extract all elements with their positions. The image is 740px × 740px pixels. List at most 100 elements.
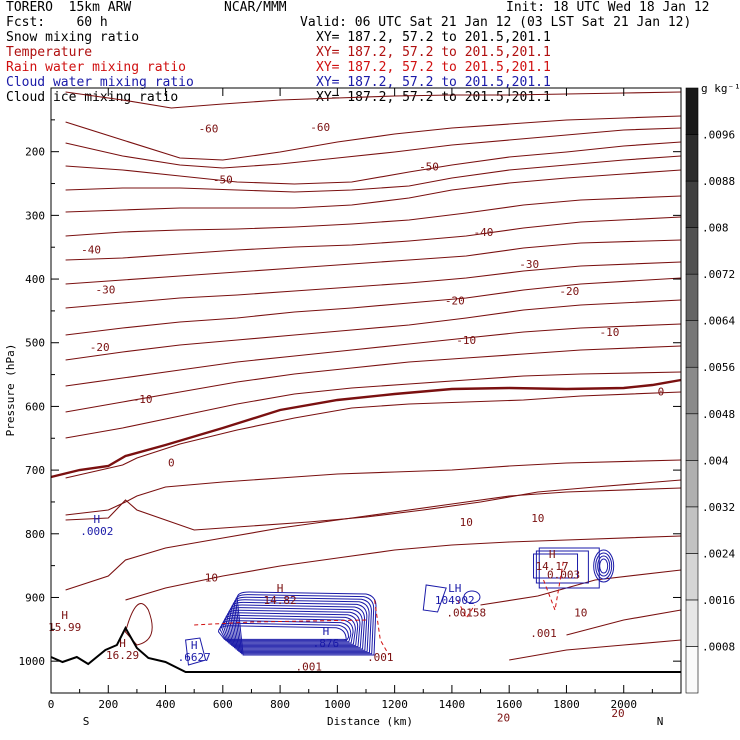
legend-label: Cloud water mixing ratio xyxy=(6,75,194,90)
cloud-water-contour xyxy=(185,637,207,666)
extremum-value: 104902 xyxy=(435,594,475,607)
extremum-value: 14.17 xyxy=(536,560,569,573)
isotherm-line xyxy=(566,609,682,636)
extremum-marker: LH xyxy=(448,582,461,595)
model-title: TORERO 15km ARW xyxy=(6,0,132,15)
isotherm-line xyxy=(65,345,682,413)
temperature-contour-label: 20 xyxy=(497,711,510,724)
colorbar-segment xyxy=(685,134,699,182)
extremum-marker: H xyxy=(94,513,101,526)
isotherm-line xyxy=(65,169,682,213)
colorbar-tick-label: .004 xyxy=(702,454,729,467)
cloud-water-contour xyxy=(599,558,609,574)
isotherm-line xyxy=(65,239,682,285)
colorbar-tick-label: .0072 xyxy=(702,268,735,281)
cloud-water-contour xyxy=(219,622,350,642)
org-title: NCAR/MMM xyxy=(224,0,287,15)
isotherm-line xyxy=(65,261,682,309)
cloud-water-contour xyxy=(538,547,600,589)
temperature-contour-label: -10 xyxy=(599,326,619,339)
cloud-water-contour xyxy=(595,552,613,580)
x-tick-label: 1400 xyxy=(439,698,466,711)
colorbar-tick-label: .0032 xyxy=(702,501,735,514)
extremum-marker: H xyxy=(277,582,284,595)
isotherm-line xyxy=(65,195,682,237)
cloud-water-contour xyxy=(218,625,347,641)
isotherm-line xyxy=(65,277,682,336)
cloud-water-contour xyxy=(422,584,447,613)
colorbar-tick-label: .0008 xyxy=(702,640,735,653)
y-tick-label: 200 xyxy=(25,146,45,159)
colorbar-tick-label: .0088 xyxy=(702,175,735,188)
colorbar-segment xyxy=(685,180,699,228)
colorbar-segment xyxy=(685,460,699,508)
x-tick-label: 1600 xyxy=(496,698,523,711)
x-tick-label: 600 xyxy=(213,698,233,711)
rain-water-contour xyxy=(543,559,565,612)
cloud-water-contour xyxy=(230,601,368,651)
colorbar-tick-label: .0064 xyxy=(702,315,735,328)
extremum-value: .001 xyxy=(295,661,322,674)
temperature-contour-label: 10 xyxy=(460,516,473,529)
extremum-value: 14.82 xyxy=(264,594,297,607)
legend-label: Snow mixing ratio xyxy=(6,30,140,45)
extremum-marker: H xyxy=(191,639,198,652)
temperature-contour-label: 10 xyxy=(531,512,544,525)
legend-xy: XY= 187.2, 57.2 to 201.5,201.1 xyxy=(316,30,551,45)
isotherm-line xyxy=(65,479,682,531)
colorbar-segment xyxy=(685,599,699,647)
isotherm-line xyxy=(65,391,682,479)
freezing-level-line xyxy=(50,378,682,479)
x-tick-label: 200 xyxy=(98,698,118,711)
y-tick-label: 600 xyxy=(25,400,45,413)
extremum-value: .001 xyxy=(530,627,557,640)
temperature-contour-label: -40 xyxy=(81,243,101,256)
cloud-water-contour xyxy=(225,612,359,646)
x-axis-label: Distance (km) xyxy=(327,715,413,728)
extremum-value: .0002 xyxy=(80,525,113,538)
extremum-value: .6627 xyxy=(178,651,211,664)
temperature-contour-label: -20 xyxy=(445,294,465,307)
isotherm-line xyxy=(65,127,682,169)
colorbar-tick-label: .0024 xyxy=(702,547,735,560)
cloud-water-contour xyxy=(593,549,615,583)
colorbar-segment xyxy=(685,646,699,694)
extremum-value: 16.29 xyxy=(106,649,139,662)
south-end-label: S xyxy=(83,715,90,728)
rain-water-contour xyxy=(374,599,390,656)
colorbar-segment xyxy=(685,413,699,461)
isotherm-line xyxy=(65,487,682,591)
y-tick-label: 300 xyxy=(25,209,45,222)
isotherm-line xyxy=(65,299,682,361)
rain-water-contour xyxy=(457,599,476,620)
cloud-water-contour xyxy=(229,604,366,650)
colorbar-tick-label: .0096 xyxy=(702,129,735,142)
colorbar-segment xyxy=(685,506,699,554)
colorbar-segment xyxy=(685,87,699,135)
cloud-water-contour xyxy=(233,596,372,654)
legend-xy: XY= 187.2, 57.2 to 201.5,201.1 xyxy=(316,45,551,60)
y-tick-label: 1000 xyxy=(19,655,46,668)
legend-xy: XY= 187.2, 57.2 to 201.5,201.1 xyxy=(316,60,551,75)
colorbar-unit: g kg⁻¹ xyxy=(701,82,740,95)
isotherm-line xyxy=(65,115,682,161)
isotherm-line xyxy=(65,459,682,516)
temperature-contour-label: -20 xyxy=(559,285,579,298)
x-tick-label: 800 xyxy=(270,698,290,711)
colorbar-segment xyxy=(685,273,699,321)
y-tick-label: 800 xyxy=(25,528,45,541)
cloud-water-contour xyxy=(235,594,375,655)
cloud-water-contour xyxy=(236,591,377,656)
cloud-water-contour xyxy=(463,590,481,604)
temperature-contour-label: -30 xyxy=(519,258,539,271)
y-axis-label: Pressure (hPa) xyxy=(4,344,17,437)
temperature-contour-label: 10 xyxy=(574,606,587,619)
rain-water-contour xyxy=(194,619,367,626)
temperature-contour-label: -40 xyxy=(473,226,493,239)
temperature-contour-label: 10 xyxy=(205,571,218,584)
colorbar-segment xyxy=(685,366,699,415)
extremum-value: 15.99 xyxy=(48,621,81,634)
x-tick-label: 2000 xyxy=(610,698,637,711)
legend-label: Temperature xyxy=(6,45,93,60)
